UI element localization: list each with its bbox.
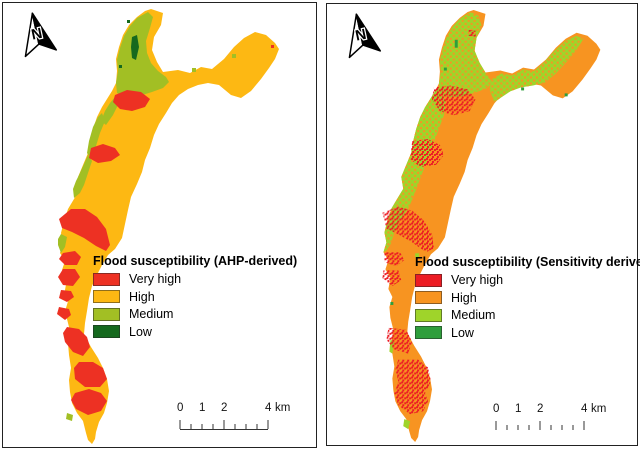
map-patch-medium: [87, 113, 105, 159]
legend-swatch-very-high: [93, 272, 120, 286]
scalebar-number: 0: [493, 403, 500, 415]
scalebar-number: 4: [581, 403, 588, 415]
legend-item: Very high: [415, 273, 640, 287]
map-patch-very-high: [384, 252, 405, 267]
map-patch-medium: [403, 419, 411, 430]
scalebar-number: 4: [265, 402, 272, 414]
legend-item: High: [93, 289, 297, 304]
map-patch-very-high: [59, 209, 110, 251]
map-patch-low: [131, 35, 139, 60]
legend-label: Very high: [129, 272, 182, 286]
map-patch-low: [521, 87, 525, 91]
north-arrow-icon: N: [348, 13, 382, 59]
map-patch-very-high: [394, 359, 431, 415]
map-patch-low: [454, 39, 458, 48]
map-patch-very-high: [386, 327, 413, 354]
legend-title: Flood susceptibility (AHP-derived): [93, 254, 298, 268]
legend-ahp: Flood susceptibility (AHP-derived) Very …: [93, 254, 298, 339]
map-patch-medium: [415, 253, 420, 258]
legend-label: Medium: [129, 307, 174, 321]
map-patch-low: [564, 93, 568, 97]
scalebar-bar: [495, 421, 585, 430]
legend-label: Low: [129, 324, 152, 339]
legend-swatch-medium: [415, 308, 442, 322]
map-patch-very-high: [113, 90, 150, 111]
map-patch-very-high: [74, 362, 107, 387]
legend-swatch-very-high: [415, 273, 442, 287]
map-patch-very-high: [431, 85, 476, 116]
map-patch-very-high: [57, 307, 71, 320]
map-patch-medium: [116, 12, 169, 97]
map-patch-very-high: [410, 139, 444, 167]
legend-item: Very high: [93, 272, 297, 286]
map-panel-ahp: N Flood susceptibility (AHP-derived) Ver…: [2, 2, 317, 448]
map-canvas-sensitivity: [382, 9, 601, 443]
legend-title: Flood susceptibility (Sensitivity derive…: [415, 255, 640, 269]
map-patch-medium: [192, 68, 196, 72]
scalebar-unit: km: [591, 403, 607, 415]
map-patch-medium: [73, 155, 92, 198]
map-texture: [438, 11, 493, 98]
legend-label: Medium: [451, 308, 496, 322]
map-patch-low: [443, 67, 447, 71]
map-patch-very-high: [382, 270, 402, 287]
legend-swatch-medium: [93, 307, 120, 321]
legend-item: High: [415, 290, 640, 305]
legend-item: Medium: [93, 307, 297, 321]
legend-swatch-low: [93, 325, 120, 338]
scalebar-numbers: 0 1 2 4 km: [177, 402, 299, 417]
map-patch-very-high: [63, 327, 90, 356]
legend-label: High: [451, 290, 477, 305]
map-patch-very-high: [59, 290, 74, 302]
north-arrow-icon: N: [24, 12, 58, 58]
map-patch-medium: [58, 234, 67, 253]
north-arrow-letter: N: [30, 26, 44, 44]
map-texture: [489, 35, 584, 103]
map-patch-very-high: [382, 206, 434, 253]
scalebar-bar: [179, 420, 269, 430]
legend-label: High: [129, 289, 155, 304]
map-patch-medium: [66, 413, 73, 421]
scalebar: 0 1 2 4 km: [177, 402, 299, 431]
scalebar-number: 1: [199, 402, 206, 414]
legend-sensitivity: Flood susceptibility (Sensitivity derive…: [415, 255, 640, 340]
legend-swatch-high: [93, 290, 120, 303]
scalebar-unit: km: [275, 402, 291, 414]
legend-item: Medium: [415, 308, 640, 322]
map-patch-very-high: [58, 269, 80, 286]
north-arrow-letter: N: [354, 27, 368, 45]
map-panel-sensitivity: N Flood susceptibility (Sensitivity deri…: [326, 3, 640, 446]
scalebar-number: 1: [515, 403, 522, 415]
map-patch-low: [119, 65, 122, 68]
map-patch-very-high: [59, 251, 81, 265]
scalebar-number: 0: [177, 402, 184, 414]
map-canvas-ahp: [57, 9, 279, 444]
legend-swatch-high: [415, 291, 442, 304]
map-patch-very-high: [468, 29, 477, 37]
map-patch-medium: [232, 54, 236, 58]
map-patch-medium: [101, 97, 118, 125]
map-patch-very-high: [271, 45, 274, 48]
legend-label: Low: [451, 325, 474, 340]
map-patch-very-high: [71, 389, 107, 415]
legend-swatch-low: [415, 326, 442, 339]
scalebar-numbers: 0 1 2 4 km: [493, 403, 615, 418]
map-patch-low: [390, 301, 394, 305]
legend-item: Low: [93, 324, 297, 339]
scalebar: 0 1 2 4 km: [493, 403, 615, 432]
legend-label: Very high: [451, 273, 504, 287]
scalebar-number: 2: [221, 402, 228, 414]
legend-item: Low: [415, 325, 640, 340]
map-base-high: [60, 9, 279, 444]
scalebar-number: 2: [537, 403, 544, 415]
map-patch-low: [127, 20, 130, 23]
map-patch-very-high: [89, 144, 120, 163]
